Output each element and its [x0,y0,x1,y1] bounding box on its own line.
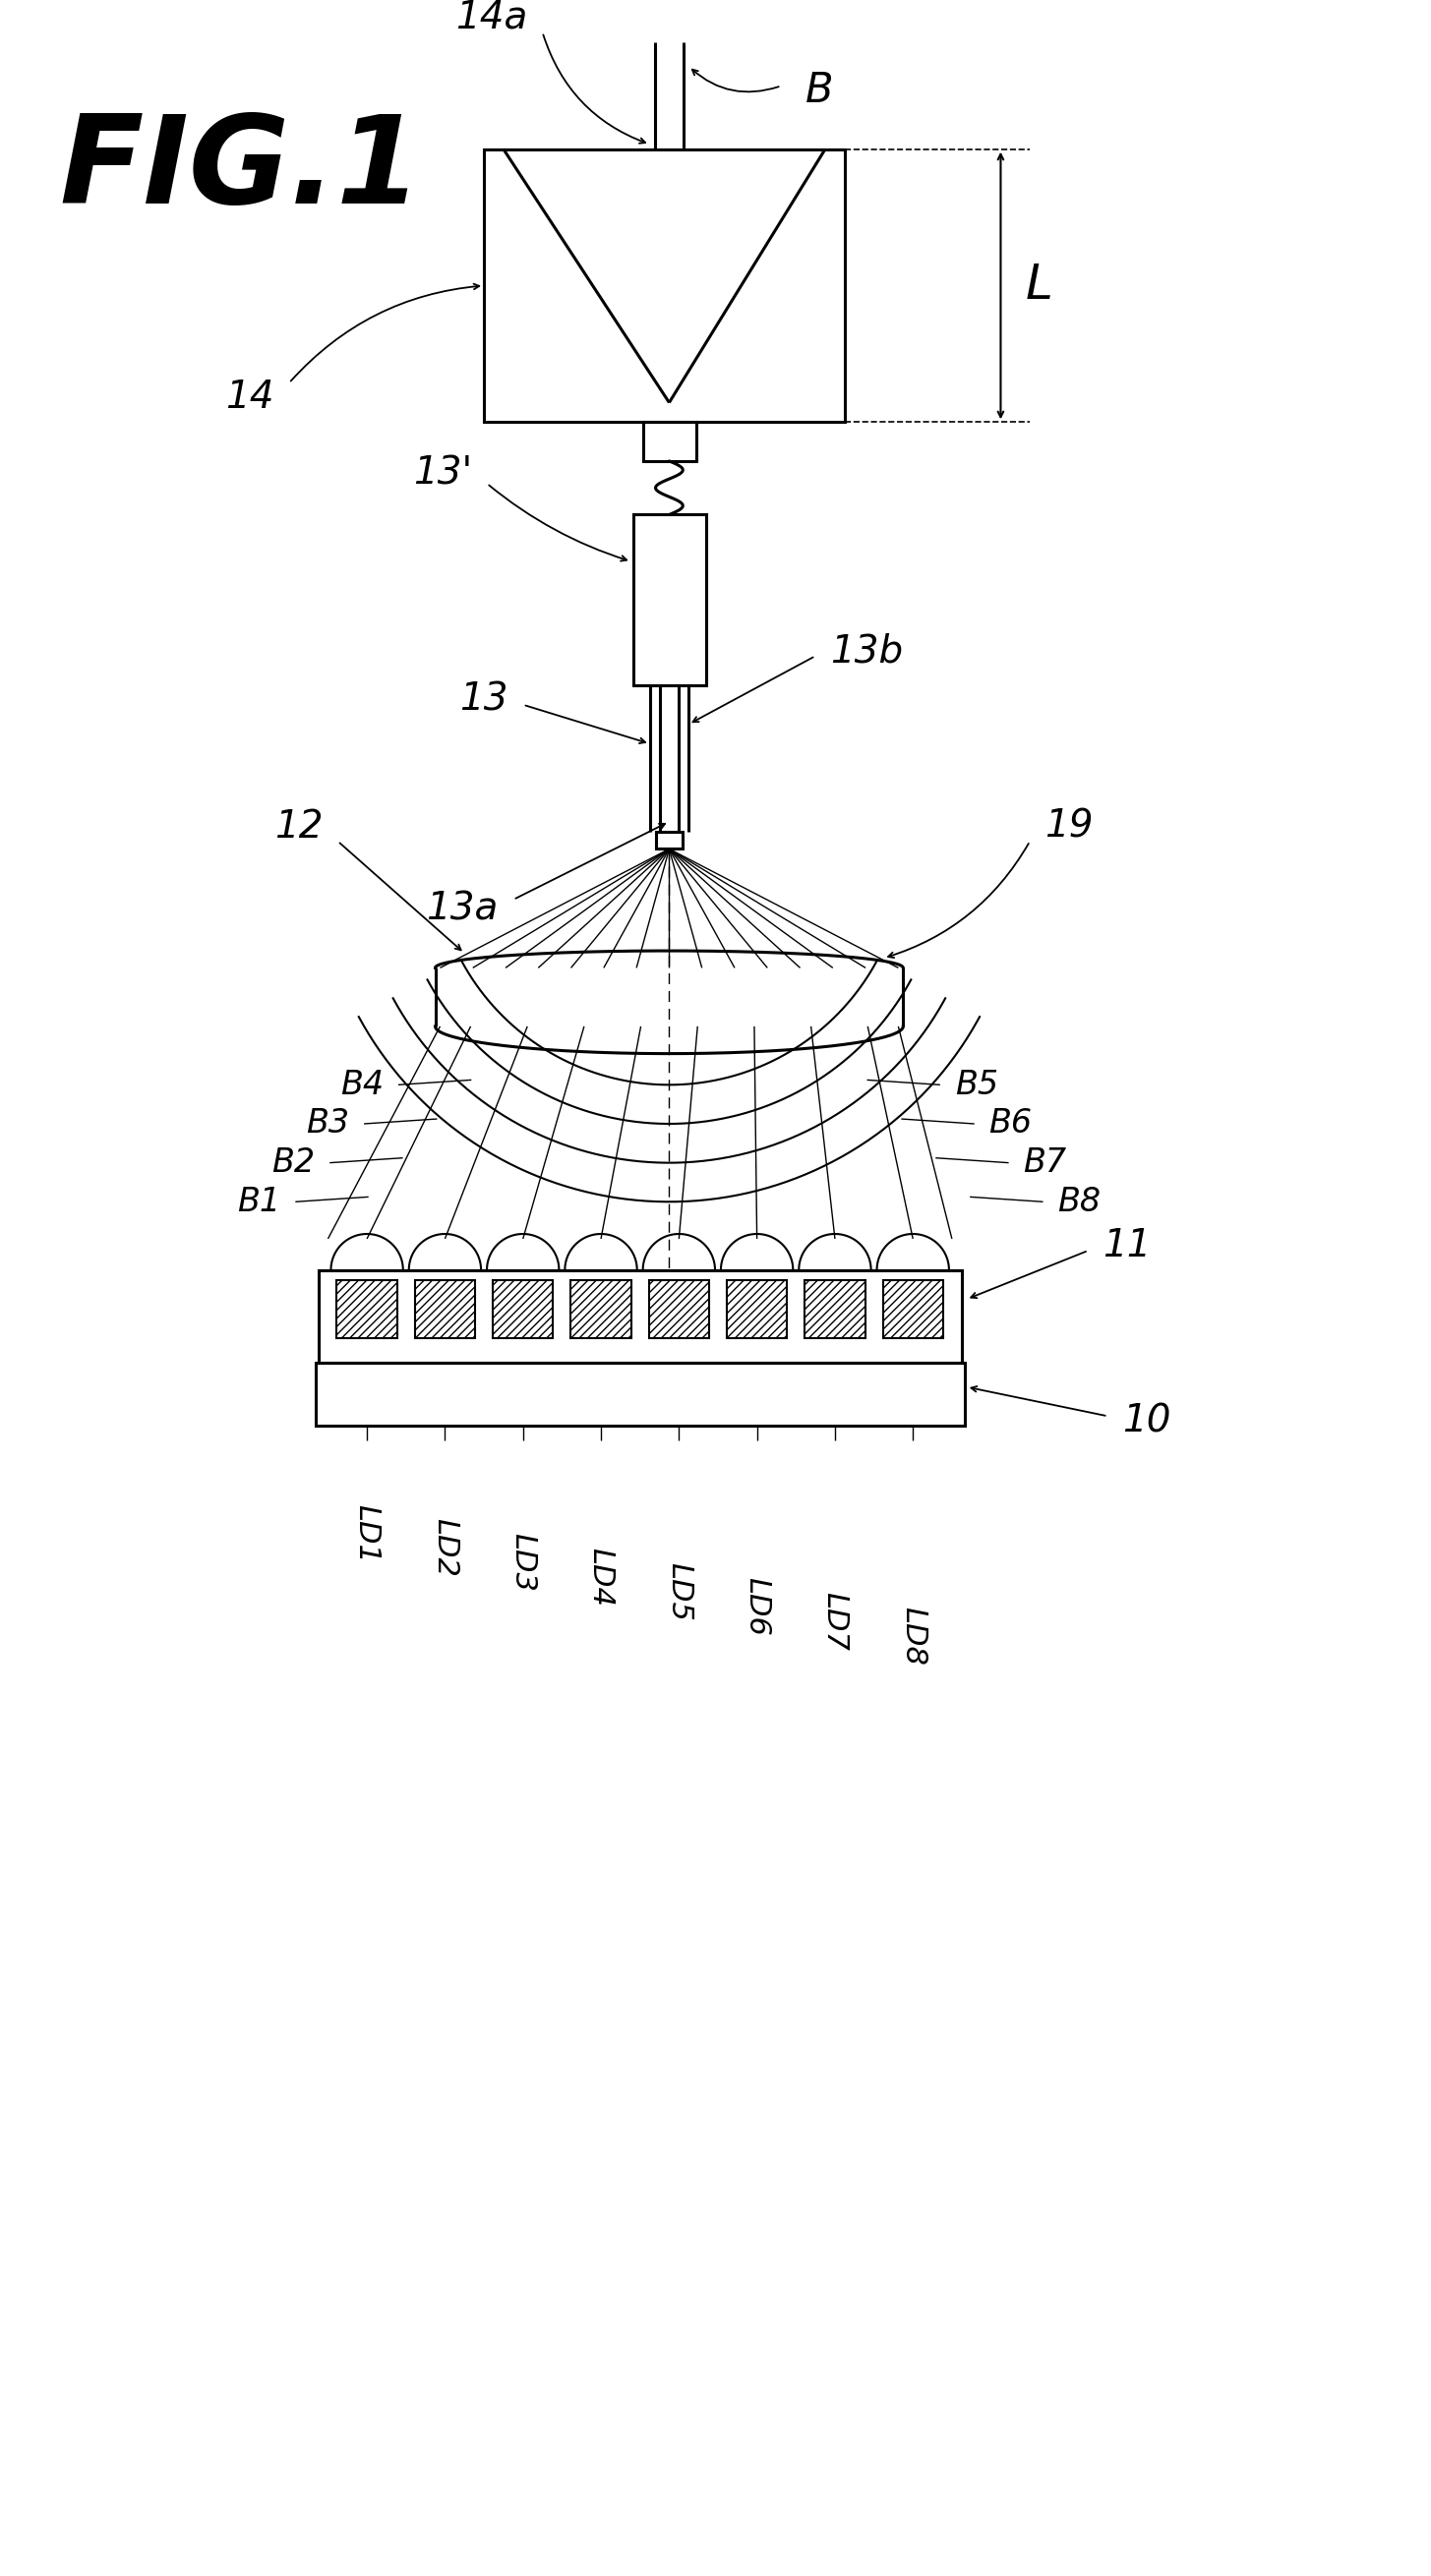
Bar [655,832,683,850]
Text: B4: B4 [341,1069,384,1100]
Text: B: B [806,70,834,111]
Text: 19: 19 [1045,809,1093,845]
Text: LD4: LD4 [587,1548,615,1607]
Text: LD2: LD2 [431,1517,459,1577]
Bar [633,515,707,685]
Text: B7: B7 [1023,1146,1066,1180]
Bar [648,1280,710,1337]
Text: LD1: LD1 [352,1504,381,1564]
Text: LD7: LD7 [820,1592,849,1651]
Bar [571,1280,631,1337]
Text: L: L [1025,263,1052,309]
Bar [804,1280,866,1337]
Text: LD6: LD6 [743,1577,771,1636]
Text: 13: 13 [459,680,508,719]
Bar [318,1270,962,1363]
Bar [643,422,697,461]
Text: 13b: 13b [830,634,903,670]
Bar [336,1280,398,1337]
Text: 13': 13' [414,456,472,492]
Text: 12: 12 [275,809,323,845]
Bar [484,149,844,422]
Text: 14a: 14a [455,0,528,36]
Text: B8: B8 [1058,1185,1100,1218]
Text: 13a: 13a [426,891,498,927]
Text: LD3: LD3 [508,1533,537,1592]
Text: B6: B6 [989,1108,1032,1141]
Text: B5: B5 [954,1069,997,1100]
Text: LD8: LD8 [899,1607,927,1664]
Bar [492,1280,554,1337]
Bar [883,1280,943,1337]
Text: B1: B1 [238,1185,280,1218]
Text: LD5: LD5 [664,1564,693,1620]
Bar [727,1280,787,1337]
Text: FIG.1: FIG.1 [60,111,422,229]
Text: 10: 10 [1122,1401,1171,1440]
Text: 14: 14 [226,379,275,417]
Bar [315,1363,964,1427]
Text: B3: B3 [306,1108,349,1141]
Bar [415,1280,475,1337]
Text: B2: B2 [272,1146,315,1180]
Text: 11: 11 [1103,1226,1152,1265]
